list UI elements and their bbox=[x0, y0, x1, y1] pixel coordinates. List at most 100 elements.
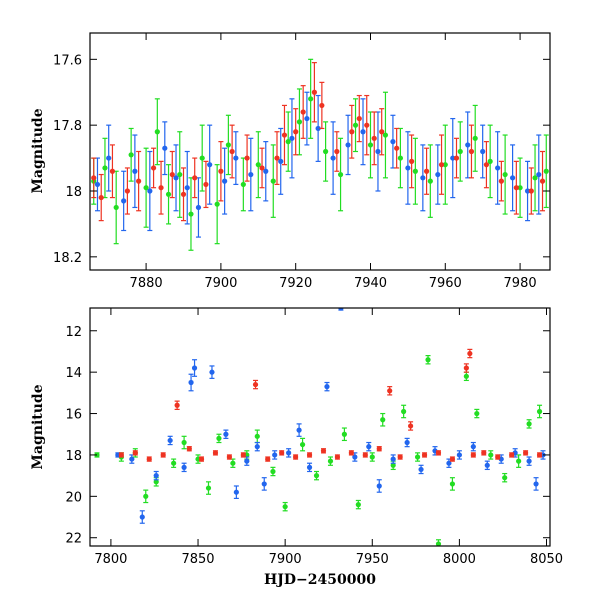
data-point bbox=[404, 437, 410, 448]
data-point bbox=[180, 167, 187, 222]
data-point bbox=[481, 450, 487, 456]
data-point bbox=[282, 501, 288, 512]
data-point bbox=[102, 137, 108, 199]
data-point bbox=[543, 134, 549, 209]
data-point bbox=[366, 441, 372, 452]
data-point bbox=[146, 456, 152, 462]
data-point bbox=[498, 160, 504, 202]
data-point bbox=[341, 427, 347, 442]
data-point bbox=[296, 88, 303, 156]
data-point bbox=[513, 160, 519, 215]
data-point bbox=[330, 121, 336, 195]
data-point bbox=[248, 137, 254, 212]
data-point bbox=[167, 435, 173, 446]
data-point bbox=[306, 452, 313, 458]
data-point bbox=[362, 452, 368, 458]
data-point bbox=[526, 456, 532, 466]
y-tick-label: 17.6 bbox=[53, 53, 82, 68]
data-point bbox=[98, 173, 104, 222]
x-tick-label: 7900 bbox=[269, 552, 302, 567]
data-point bbox=[177, 131, 183, 218]
data-point bbox=[536, 404, 543, 419]
data-point bbox=[435, 539, 442, 546]
x-tick-label: 7950 bbox=[356, 552, 389, 567]
data-point bbox=[360, 98, 366, 166]
data-point bbox=[229, 124, 235, 179]
data-point bbox=[162, 121, 168, 176]
data-point bbox=[405, 131, 411, 205]
data-point bbox=[129, 454, 135, 464]
y-tick-label: 18 bbox=[65, 185, 82, 200]
data-point bbox=[425, 355, 431, 365]
data-point bbox=[334, 454, 341, 460]
x-tick-label: 7880 bbox=[130, 276, 163, 291]
data-point bbox=[338, 308, 344, 311]
data-point bbox=[467, 348, 473, 359]
data-point bbox=[409, 134, 415, 189]
data-point bbox=[216, 433, 222, 444]
data-point bbox=[118, 452, 124, 458]
data-point bbox=[390, 454, 396, 464]
data-point bbox=[308, 58, 314, 139]
data-point bbox=[240, 452, 246, 458]
data-point bbox=[375, 111, 381, 192]
data-point bbox=[470, 441, 476, 452]
data-point bbox=[94, 157, 101, 212]
data-point bbox=[510, 144, 516, 212]
x-tick-label: 7960 bbox=[429, 276, 462, 291]
data-point bbox=[390, 114, 396, 169]
data-point bbox=[174, 400, 180, 411]
bottom-panel-ticks: 7800 7850 7900 7950 8000 8050 12 14 16 18 20 22 bbox=[65, 308, 563, 567]
data-point bbox=[371, 111, 377, 166]
data-point bbox=[438, 134, 445, 195]
data-point bbox=[327, 456, 334, 466]
data-point bbox=[184, 150, 190, 225]
top-panel-data-marks bbox=[91, 58, 549, 251]
data-point bbox=[488, 450, 494, 460]
data-point bbox=[524, 160, 531, 222]
data-point bbox=[401, 404, 407, 419]
data-point bbox=[472, 104, 478, 172]
data-point bbox=[414, 452, 421, 462]
data-point bbox=[300, 85, 306, 139]
data-point bbox=[160, 452, 166, 458]
data-point bbox=[539, 150, 546, 212]
data-point bbox=[272, 450, 278, 460]
data-point bbox=[536, 134, 542, 215]
data-point bbox=[143, 489, 149, 504]
data-point bbox=[132, 134, 138, 209]
y-tick-label: 16 bbox=[65, 408, 82, 423]
data-point bbox=[223, 429, 229, 439]
data-point bbox=[181, 462, 187, 473]
data-point bbox=[517, 157, 523, 218]
data-point bbox=[387, 386, 393, 396]
data-point bbox=[139, 510, 145, 524]
data-point bbox=[270, 466, 276, 477]
top-panel-y-axis-label: Magnitude bbox=[30, 108, 46, 193]
data-point bbox=[265, 456, 271, 462]
data-point bbox=[212, 450, 219, 456]
data-point bbox=[233, 485, 239, 499]
data-point bbox=[150, 147, 157, 189]
data-point bbox=[254, 429, 260, 444]
data-point bbox=[188, 373, 194, 392]
data-point bbox=[380, 412, 386, 427]
bottom-panel-y-axis-label: Magnitude bbox=[30, 384, 46, 469]
data-point bbox=[484, 460, 490, 471]
data-point bbox=[311, 62, 317, 123]
data-point bbox=[536, 452, 543, 458]
data-point bbox=[463, 371, 469, 382]
data-point bbox=[369, 452, 375, 462]
data-point bbox=[279, 450, 285, 456]
y-tick-label: 12 bbox=[65, 325, 82, 340]
data-point bbox=[319, 81, 325, 130]
data-point bbox=[147, 150, 153, 232]
data-point bbox=[205, 481, 212, 495]
data-point bbox=[230, 458, 236, 468]
data-point bbox=[449, 456, 456, 462]
data-point bbox=[397, 127, 404, 189]
data-point bbox=[286, 448, 292, 458]
data-point bbox=[483, 141, 490, 189]
data-point bbox=[106, 124, 112, 192]
